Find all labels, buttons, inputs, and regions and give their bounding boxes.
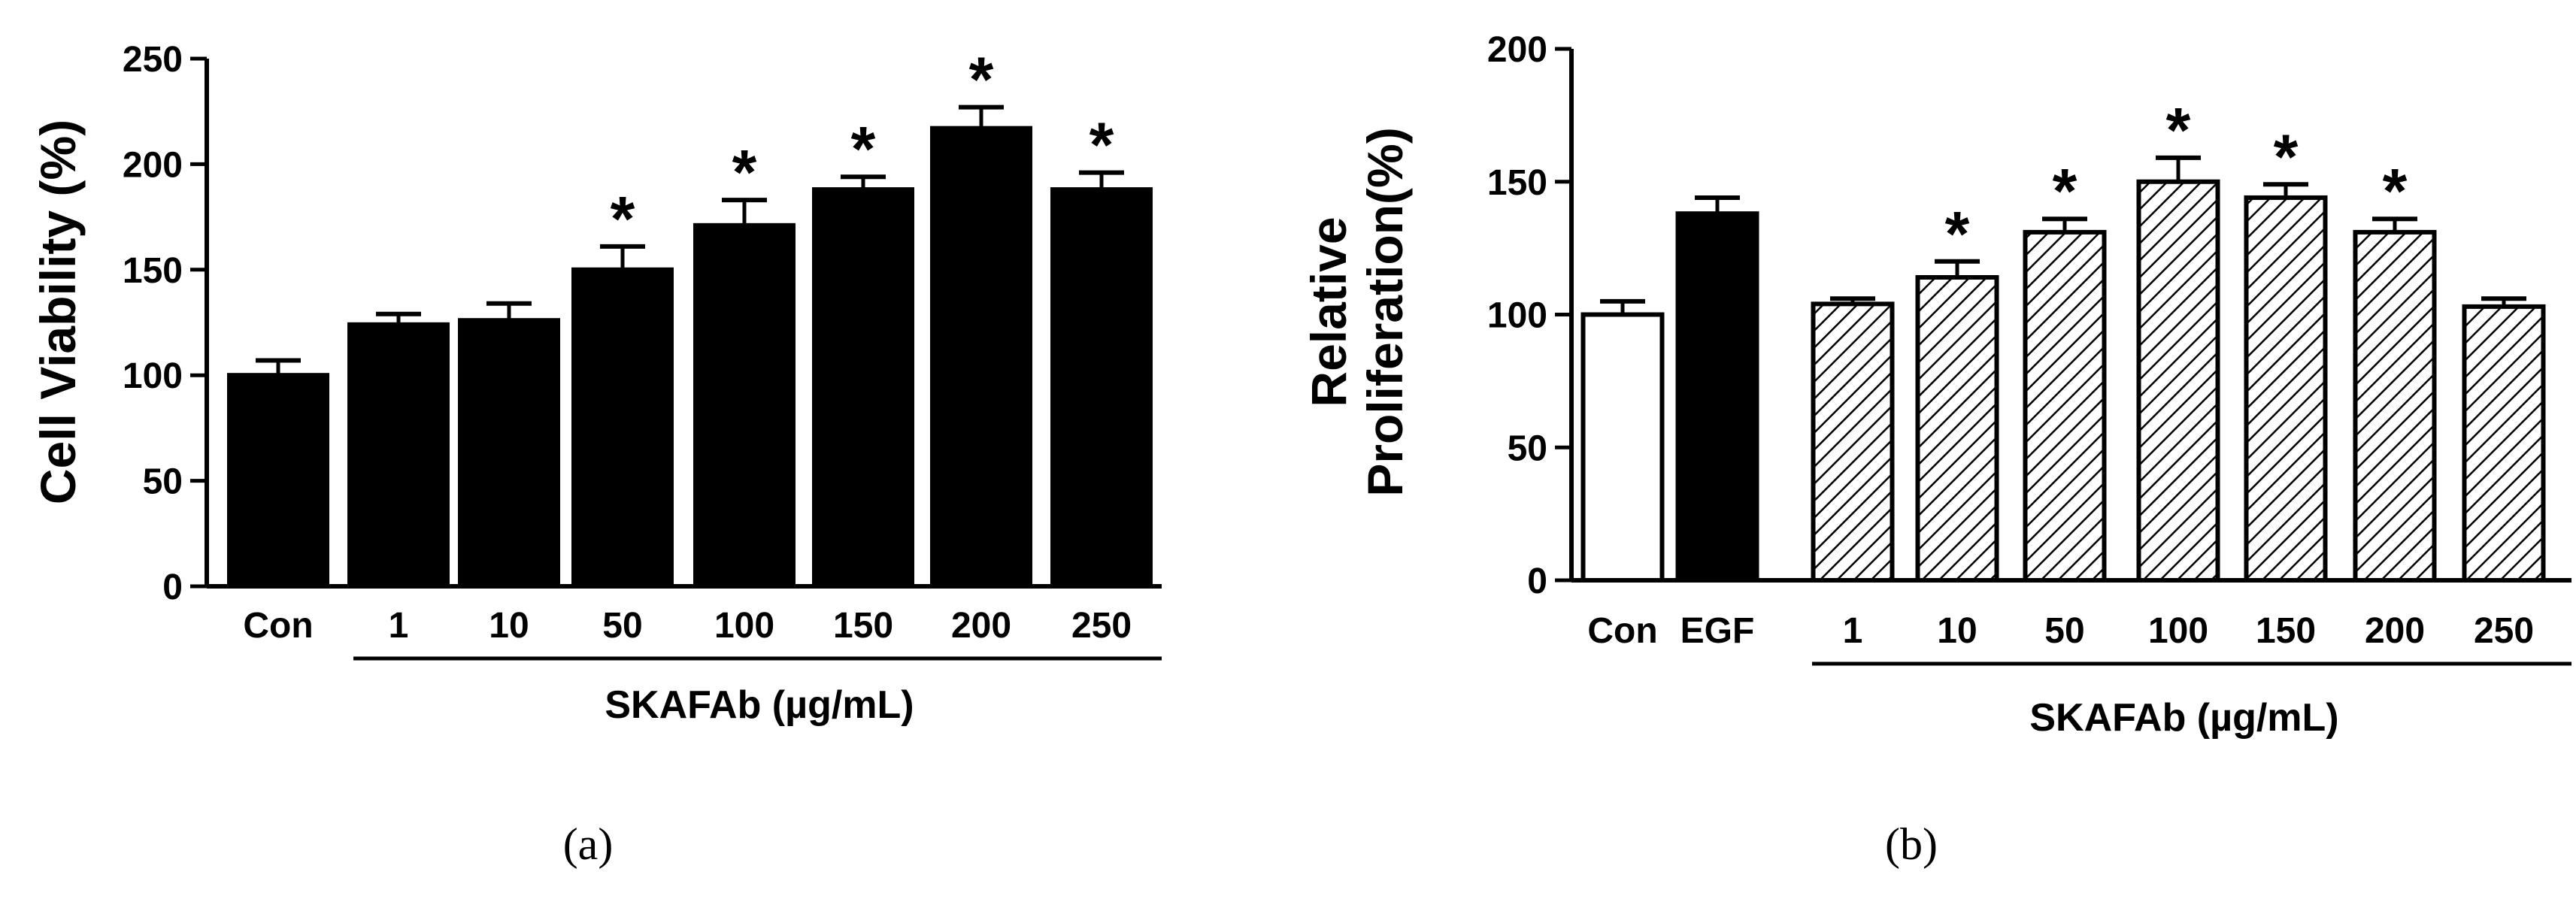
x-tick-label: 200 (2365, 611, 2425, 651)
significance-star: * (851, 114, 876, 184)
bar-50 (2023, 229, 2107, 583)
significance-star: * (969, 44, 994, 115)
error-bar (600, 244, 645, 270)
error-bar (722, 198, 767, 226)
bar-150 (812, 187, 914, 589)
y-tick-label: 200 (123, 145, 183, 185)
y-tick-label: 100 (1487, 296, 1547, 336)
x-tick-label: 1 (1843, 611, 1863, 651)
bar-10 (1915, 275, 1999, 583)
group-label-a: SKAFAb (µg/mL) (605, 683, 914, 727)
y-tick-label: 50 (143, 462, 183, 502)
y-ticks-b: 0 50 100 150 200 (1487, 30, 1571, 601)
x-tick-labels-a: Con 1 10 50 100 150 200 250 (243, 606, 1132, 646)
chart-panel-a: Cell Viability (%) 0 50 100 150 200 250 Con 1 1… (30, 40, 1162, 869)
error-bar (959, 104, 1004, 129)
x-tick-label: 50 (2044, 611, 2084, 651)
bar-1 (1811, 301, 1895, 583)
bar-10 (458, 318, 560, 589)
significance-star: * (732, 137, 757, 207)
y-axis-title-a: Cell Viability (%) (30, 120, 86, 504)
y-axis-title-b-line1: Relative (1301, 216, 1356, 407)
bar-200 (930, 126, 1032, 589)
panel-label-a: (a) (563, 819, 614, 869)
x-tick-label: 250 (1071, 606, 1132, 646)
bar-250 (1050, 187, 1153, 589)
significance-star: * (2274, 121, 2299, 192)
significance-stars-a: * * * * * (611, 44, 1114, 254)
y-tick-label: 100 (123, 356, 183, 396)
y-axis-title-b-line2: Proliferation(%) (1357, 127, 1413, 496)
bar-EGF (1675, 211, 1759, 583)
significance-star: * (611, 183, 635, 254)
error-bar (1695, 195, 1740, 214)
x-tick-label: EGF (1680, 611, 1755, 651)
y-ticks-a: 0 50 100 150 200 250 (123, 40, 207, 607)
bar-250 (2462, 304, 2546, 583)
significance-star: * (2166, 95, 2191, 165)
y-tick-label: 150 (1487, 163, 1547, 203)
x-tick-label: 10 (489, 606, 529, 646)
significance-stars-b: * * * * * (1945, 95, 2408, 269)
x-tick-label: 50 (602, 606, 642, 646)
significance-star: * (2053, 156, 2077, 226)
panel-label-b: (b) (1885, 819, 1938, 869)
bar-100 (2136, 179, 2220, 583)
significance-star: * (1945, 198, 1970, 269)
significance-star: * (1089, 110, 1114, 180)
group-label-b: SKAFAb (µg/mL) (2029, 696, 2338, 740)
x-tick-label: 1 (389, 606, 409, 646)
x-tick-label: Con (1587, 611, 1657, 651)
x-tick-label: 200 (951, 606, 1011, 646)
x-tick-label: 10 (1937, 611, 1977, 651)
bar-150 (2244, 195, 2328, 583)
y-tick-label: 250 (123, 40, 183, 80)
error-bar (2156, 155, 2201, 182)
bar-1 (347, 322, 450, 589)
y-tick-label: 0 (162, 568, 183, 607)
x-tick-label: 150 (833, 606, 893, 646)
error-bar (256, 358, 301, 376)
x-tick-label: 100 (714, 606, 774, 646)
bars-a (227, 104, 1153, 589)
error-bar (486, 301, 532, 321)
bar-200 (2353, 229, 2437, 583)
x-tick-label: 150 (2256, 611, 2316, 651)
bars-b (1580, 155, 2546, 583)
bar-100 (693, 222, 796, 589)
error-bar (1079, 170, 1124, 190)
bar-50 (571, 267, 674, 589)
x-tick-label: 100 (2148, 611, 2208, 651)
error-bar (1935, 259, 1980, 278)
x-tick-label: 250 (2474, 611, 2534, 651)
y-tick-label: 150 (123, 251, 183, 291)
y-tick-label: 200 (1487, 30, 1547, 70)
x-tick-labels-b: Con EGF 1 10 50 100 150 200 250 (1587, 611, 2534, 651)
bar-Con (227, 373, 329, 589)
y-tick-label: 50 (1508, 428, 1547, 468)
x-tick-label: Con (243, 606, 313, 646)
significance-star: * (2383, 156, 2408, 226)
bar-Con (1580, 312, 1665, 583)
y-tick-label: 0 (1527, 561, 1547, 601)
